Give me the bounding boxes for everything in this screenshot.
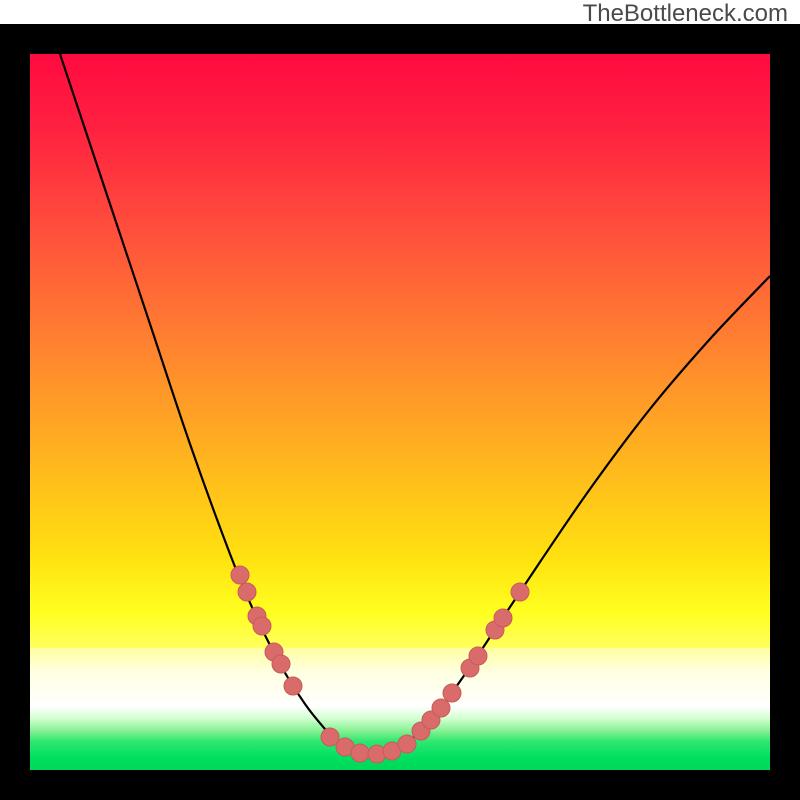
marker-dot — [231, 566, 249, 584]
marker-dot — [443, 684, 461, 702]
marker-dots — [231, 566, 529, 763]
plot-frame — [0, 24, 800, 800]
marker-dot — [432, 699, 450, 717]
marker-dot — [238, 583, 256, 601]
marker-dot — [494, 609, 512, 627]
marker-dot — [511, 583, 529, 601]
marker-dot — [284, 677, 302, 695]
marker-dot — [253, 617, 271, 635]
curve-layer — [30, 54, 770, 770]
marker-dot — [469, 647, 487, 665]
marker-dot — [351, 744, 369, 762]
marker-dot — [398, 735, 416, 753]
chart-container: TheBottleneck.com — [0, 0, 800, 800]
marker-dot — [272, 655, 290, 673]
plot-area — [30, 54, 770, 770]
v-curve — [60, 54, 770, 754]
